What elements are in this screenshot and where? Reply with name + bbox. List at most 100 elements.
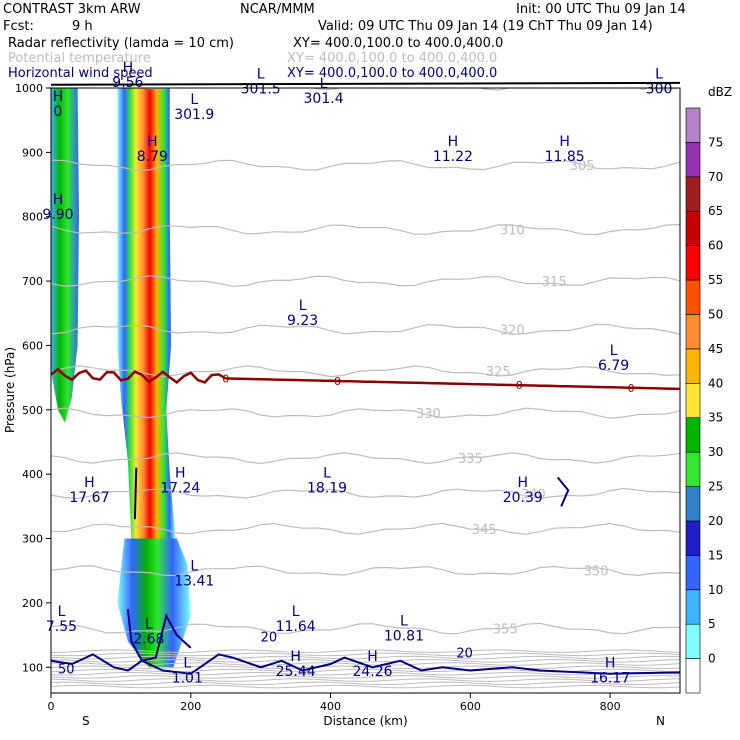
extremum-value: 1.01 [172, 670, 203, 686]
colorbar-swatch [685, 658, 701, 694]
colorbar-swatch [685, 176, 701, 212]
colorbar-swatch [685, 210, 701, 246]
colorbar-level: 50 [708, 307, 723, 321]
extremum-value: 20.39 [503, 490, 543, 506]
theta-contour-355 [51, 622, 680, 635]
theta-contour-305 [51, 159, 680, 171]
wind-contour [556, 476, 570, 507]
theta-label-345: 345 [472, 523, 497, 538]
colorbar-unit: dBZ [708, 85, 732, 99]
theta-contour-325 [51, 365, 680, 378]
y-tick-label: 300 [22, 533, 43, 546]
extremum-value: 9.23 [287, 313, 318, 329]
extremum-kind: H [175, 465, 186, 481]
extremum-value: 10.81 [384, 628, 424, 644]
reflectivity-left-cell [51, 88, 79, 423]
y-tick-label: 500 [22, 404, 43, 417]
field-wind-xy: XY= 400.0,100.0 to 400.0,400.0 [287, 66, 498, 81]
x-tick-label: 200 [180, 700, 201, 713]
field-theta-name: Potential temperature [8, 51, 151, 66]
theta-contour-315 [51, 275, 680, 288]
colorbar-level: 20 [708, 514, 723, 528]
terrain-line [50, 81, 681, 86]
extremum-value: 9.56 [112, 75, 143, 91]
theta-contour-320 [51, 323, 680, 335]
wind-label: 50 [58, 663, 75, 678]
theta-upper-line [51, 665, 680, 670]
wind-contour [133, 467, 138, 520]
colorbar-swatch [685, 555, 701, 591]
extremum-kind: H [147, 134, 158, 150]
freezing-level-label: 0 [334, 375, 341, 388]
extremum-kind: L [190, 559, 198, 575]
extremum-kind: L [292, 604, 300, 620]
extremum-value: 17.24 [160, 480, 200, 496]
extremum-value: 16.17 [590, 670, 630, 686]
center-name: NCAR/MMM [240, 2, 315, 17]
extremum-value: 17.67 [69, 490, 109, 506]
freezing-level-label: 0 [516, 379, 523, 392]
extremum-value: 9.90 [42, 207, 73, 223]
extremum-kind: L [145, 617, 153, 633]
y-tick-label: 200 [22, 597, 43, 610]
colorbar-level: 60 [708, 239, 723, 253]
extremum-kind: H [367, 649, 378, 665]
field-reflectivity-xy: XY= 400.0,100.0 to 400.0,400.0 [293, 36, 504, 51]
y-tick-label: 600 [22, 339, 43, 352]
forecast-label: Fcst: [3, 19, 34, 34]
colorbar-level: 25 [708, 480, 723, 494]
theta-label-300: 300 [640, 79, 665, 94]
extremum-kind: L [257, 66, 265, 82]
theta-upper-line [51, 668, 680, 673]
theta-contour-335 [51, 451, 680, 465]
extremum-kind: L [655, 66, 663, 82]
extremum-value: 7.55 [46, 619, 77, 635]
theta-label-335: 335 [458, 452, 483, 467]
theta-label-350: 350 [584, 565, 609, 580]
theta-contour-310 [51, 223, 680, 236]
theta-upper-line [51, 649, 680, 653]
colorbar-swatch [685, 623, 701, 659]
freezing-level-label: 0 [222, 372, 229, 385]
y-tick-label: 700 [22, 275, 43, 288]
extremum-value: 18.19 [307, 480, 347, 496]
theta-label-315: 315 [542, 275, 567, 290]
freezing-level-label: 0 [628, 382, 635, 395]
extremum-kind: H [123, 60, 134, 76]
field-wind-name: Horizontal wind speed [8, 66, 153, 81]
theta-label-320: 320 [500, 323, 525, 338]
theta-upper-line [51, 678, 680, 682]
theta-upper-line [51, 684, 680, 689]
colorbar-level: 10 [708, 583, 723, 597]
colorbar-level: 65 [708, 204, 723, 218]
field-reflectivity-name: Radar reflectivity (lamda = 10 cm) [8, 36, 234, 51]
colorbar-swatch [685, 417, 701, 453]
reflectivity-anvil [117, 538, 191, 668]
wind-contour [51, 653, 680, 675]
extremum-kind: L [183, 655, 191, 671]
x-axis-title: Distance (km) [323, 714, 407, 728]
extremum-kind: H [559, 134, 570, 150]
extremum-kind: L [400, 613, 408, 629]
x-tick-label: 600 [460, 700, 481, 713]
theta-label-340: 340 [521, 487, 546, 502]
extremum-value: 13.41 [174, 574, 214, 590]
extremum-kind: H [84, 475, 95, 491]
colorbar-level: 0 [708, 652, 716, 666]
colorbar-swatch [685, 589, 701, 625]
colorbar-swatch [685, 486, 701, 522]
init-time: Init: 00 UTC Thu 09 Jan 14 [516, 2, 686, 17]
theta-upper-line [51, 658, 680, 663]
extremum-kind: L [58, 604, 66, 620]
extremum-kind: L [299, 298, 307, 314]
extremum-value: 300 [646, 81, 673, 97]
colorbar-swatch [685, 107, 701, 143]
colorbar-level: 75 [708, 135, 723, 149]
y-axis-title: Pressure (hPa) [3, 347, 17, 433]
colorbar-swatch [685, 382, 701, 419]
extremum-kind: H [517, 475, 528, 491]
colorbar-swatch [685, 520, 701, 556]
y-tick-label: 900 [22, 146, 43, 159]
extremum-value: 8.79 [137, 149, 168, 165]
